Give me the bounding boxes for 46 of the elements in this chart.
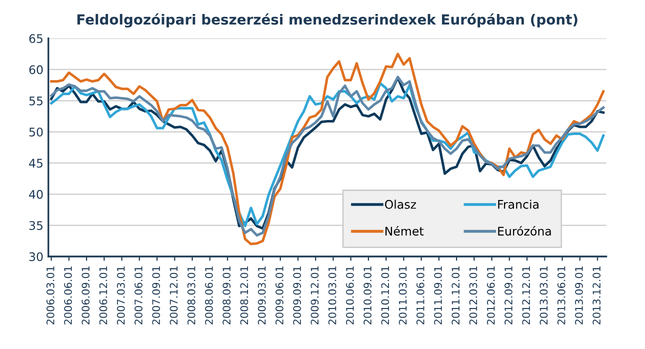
- x-tick-label: 2011.09.01: [434, 266, 442, 324]
- legend-label: Olasz: [384, 200, 416, 209]
- legend-label: Francia: [498, 200, 538, 209]
- x-tick-label: 2008.09.01: [222, 266, 231, 324]
- x-tick-label: 2013.12.01: [592, 266, 601, 324]
- x-tick-label: 2013.09.01: [575, 266, 583, 324]
- x-tick-label: 2009.09.01: [293, 266, 301, 324]
- x-tick-label: 2007.06.01: [134, 266, 142, 324]
- chart-title: Feldolgozóipari beszerzési menedzserindexek Európában (pont): [77, 13, 578, 28]
- legend-label: Eurózóna: [498, 226, 551, 236]
- x-tick-label: 2012.12.01: [522, 266, 530, 324]
- x-tick-label: 2006.09.01: [82, 266, 90, 324]
- x-tick-label: 2007.09.01: [152, 266, 160, 324]
- y-tick-label: 45: [29, 158, 42, 168]
- y-tick-label: 55: [29, 96, 42, 106]
- x-tick-label: 2008.03.01: [187, 266, 196, 324]
- x-tick-label: 2012.09.01: [504, 266, 512, 324]
- x-tick-label: 2009.03.01: [258, 266, 266, 324]
- line-series: [50, 52, 605, 246]
- y-tick-label: 65: [29, 34, 42, 44]
- y-tick-label: 40: [29, 190, 43, 199]
- x-tick-label: 2011.06.01: [416, 266, 424, 324]
- x-tick-label: 2010.09.01: [364, 266, 372, 324]
- y-tick-label: 60: [29, 65, 43, 74]
- x-tick-label: 2011.03.01: [398, 266, 407, 324]
- y-tick-label: 30: [29, 252, 43, 262]
- x-tick-label: 2013.03.01: [540, 266, 548, 324]
- x-tick-label: 2009.06.01: [276, 266, 284, 324]
- x-tick-label: 2007.03.01: [116, 266, 125, 324]
- x-tick-label: 2010.12.01: [381, 266, 390, 324]
- x-tick-label: 2012.06.01: [486, 266, 495, 324]
- x-tick-label: 2006.12.01: [99, 266, 108, 324]
- x-tick-label: 2008.06.01: [205, 266, 213, 324]
- y-tick-label: 35: [29, 221, 42, 230]
- x-tick-label: 2006.03.01: [46, 266, 54, 324]
- x-tick-label: 2009.12.01: [310, 266, 319, 324]
- x-tick-label: 2007.12.01: [170, 266, 178, 324]
- x-tick-label: 2013.06.01: [557, 266, 566, 324]
- legend-label: Német: [385, 226, 424, 236]
- x-tick-label: 2010.03.01: [328, 266, 336, 324]
- x-tick-label: 2010.06.01: [346, 266, 354, 324]
- x-tick-label: 2012.03.01: [469, 266, 478, 324]
- y-tick-label: 50: [29, 128, 43, 137]
- x-tick-label: 2006.06.01: [64, 266, 72, 324]
- x-tick-label: 2011.12.01: [452, 266, 460, 324]
- x-tick-label: 2008.12.01: [240, 266, 248, 324]
